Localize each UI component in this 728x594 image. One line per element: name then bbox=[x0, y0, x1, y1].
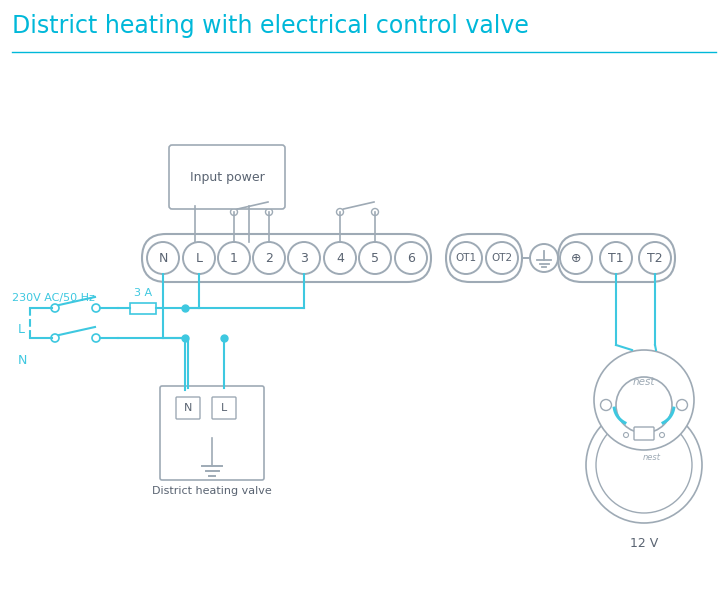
Text: Input power: Input power bbox=[189, 170, 264, 184]
FancyBboxPatch shape bbox=[169, 145, 285, 209]
FancyBboxPatch shape bbox=[212, 397, 236, 419]
Text: OT1: OT1 bbox=[456, 253, 477, 263]
Text: L: L bbox=[18, 323, 25, 336]
Circle shape bbox=[623, 432, 628, 438]
Circle shape bbox=[616, 377, 672, 433]
Text: 2: 2 bbox=[265, 251, 273, 264]
Text: 6: 6 bbox=[407, 251, 415, 264]
Text: 230V AC/50 Hz: 230V AC/50 Hz bbox=[12, 293, 95, 303]
Circle shape bbox=[594, 350, 694, 450]
Text: 3 A: 3 A bbox=[134, 288, 152, 298]
Circle shape bbox=[601, 400, 612, 410]
Text: 4: 4 bbox=[336, 251, 344, 264]
Text: N: N bbox=[158, 251, 167, 264]
Circle shape bbox=[218, 242, 250, 274]
Circle shape bbox=[359, 242, 391, 274]
Text: District heating with electrical control valve: District heating with electrical control… bbox=[12, 14, 529, 38]
Circle shape bbox=[676, 400, 687, 410]
FancyBboxPatch shape bbox=[558, 234, 675, 282]
Text: 12 V: 12 V bbox=[630, 537, 658, 550]
Text: T2: T2 bbox=[647, 251, 662, 264]
Text: OT2: OT2 bbox=[491, 253, 513, 263]
Circle shape bbox=[231, 208, 237, 216]
Text: nest: nest bbox=[643, 453, 661, 462]
FancyBboxPatch shape bbox=[160, 386, 264, 480]
Circle shape bbox=[51, 304, 59, 312]
FancyBboxPatch shape bbox=[176, 397, 200, 419]
Circle shape bbox=[51, 334, 59, 342]
Circle shape bbox=[395, 242, 427, 274]
Circle shape bbox=[660, 432, 665, 438]
Circle shape bbox=[586, 407, 702, 523]
Circle shape bbox=[288, 242, 320, 274]
Circle shape bbox=[560, 242, 592, 274]
FancyBboxPatch shape bbox=[446, 234, 522, 282]
Text: nest: nest bbox=[633, 377, 655, 387]
FancyBboxPatch shape bbox=[142, 234, 431, 282]
Text: 5: 5 bbox=[371, 251, 379, 264]
Circle shape bbox=[600, 242, 632, 274]
Text: 3: 3 bbox=[300, 251, 308, 264]
Circle shape bbox=[336, 208, 344, 216]
Text: L: L bbox=[196, 251, 202, 264]
Circle shape bbox=[183, 242, 215, 274]
Text: N: N bbox=[183, 403, 192, 413]
FancyBboxPatch shape bbox=[634, 427, 654, 440]
Circle shape bbox=[371, 208, 379, 216]
Circle shape bbox=[92, 334, 100, 342]
Circle shape bbox=[530, 244, 558, 272]
Circle shape bbox=[324, 242, 356, 274]
Circle shape bbox=[450, 242, 482, 274]
Bar bbox=[130, 302, 156, 314]
Circle shape bbox=[147, 242, 179, 274]
Text: L: L bbox=[221, 403, 227, 413]
Circle shape bbox=[486, 242, 518, 274]
Text: ⊕: ⊕ bbox=[571, 251, 581, 264]
Text: N: N bbox=[18, 354, 28, 367]
Text: T1: T1 bbox=[608, 251, 624, 264]
Text: District heating valve: District heating valve bbox=[152, 486, 272, 496]
Circle shape bbox=[92, 304, 100, 312]
Circle shape bbox=[266, 208, 272, 216]
Circle shape bbox=[596, 417, 692, 513]
Circle shape bbox=[253, 242, 285, 274]
Text: 1: 1 bbox=[230, 251, 238, 264]
Circle shape bbox=[639, 242, 671, 274]
